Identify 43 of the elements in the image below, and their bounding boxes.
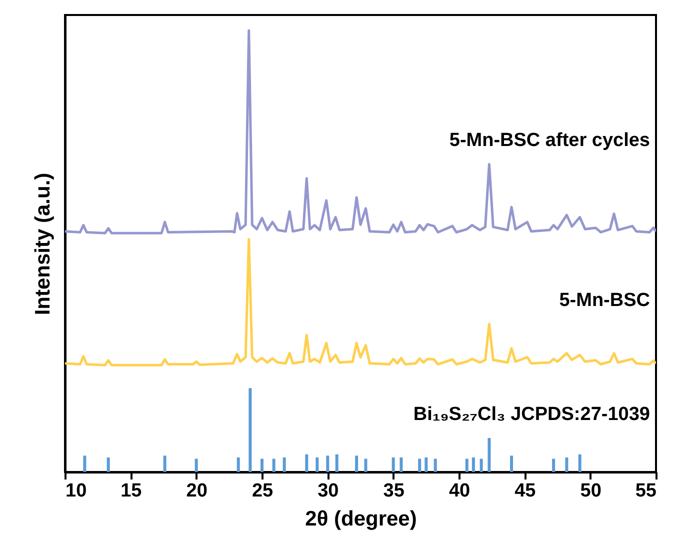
bar [472, 457, 475, 472]
y-axis-title: Intensity (a.u.) [32, 172, 54, 316]
x-tick-label: 10 [66, 480, 87, 502]
bar [480, 458, 483, 472]
x-tick-label: 30 [318, 480, 339, 502]
x-tick-label: 40 [448, 480, 470, 502]
x-tick-label: 45 [514, 480, 536, 502]
x-tick-label: 25 [252, 480, 274, 502]
x-axis-title: 2θ (degree) [305, 508, 417, 530]
bar [400, 457, 403, 472]
bar [282, 457, 286, 472]
bar [418, 458, 422, 472]
x-tick-label: 50 [580, 480, 602, 502]
bar [488, 438, 491, 472]
text: 5-Mn-BSC [559, 290, 650, 312]
bar [552, 458, 556, 472]
series-label: Bi₁₉S₂₇Cl₃ JCPDS:27-1039 [413, 404, 650, 425]
bar [335, 454, 338, 472]
x-tick-label: 15 [120, 480, 142, 502]
bar [355, 456, 358, 472]
x-tick-label: 55 [635, 480, 657, 502]
bar [326, 456, 330, 472]
bar [83, 456, 86, 472]
bar [565, 457, 568, 472]
bar [434, 458, 437, 472]
x-tick-label: 20 [186, 480, 208, 502]
bar [364, 458, 368, 472]
bar [578, 454, 582, 472]
bar [316, 457, 319, 472]
bar [106, 457, 110, 472]
bar [392, 457, 395, 472]
bar [248, 388, 252, 472]
bar [236, 457, 240, 472]
bar [194, 458, 198, 472]
bar [272, 458, 276, 472]
bar [163, 456, 166, 472]
bar [510, 456, 514, 472]
bar [305, 454, 308, 472]
bar [465, 458, 468, 472]
bar [260, 458, 264, 472]
text: 5-Mn-BSC after cycles [449, 130, 650, 152]
bar [424, 457, 428, 472]
x-tick-label: 35 [383, 480, 405, 502]
